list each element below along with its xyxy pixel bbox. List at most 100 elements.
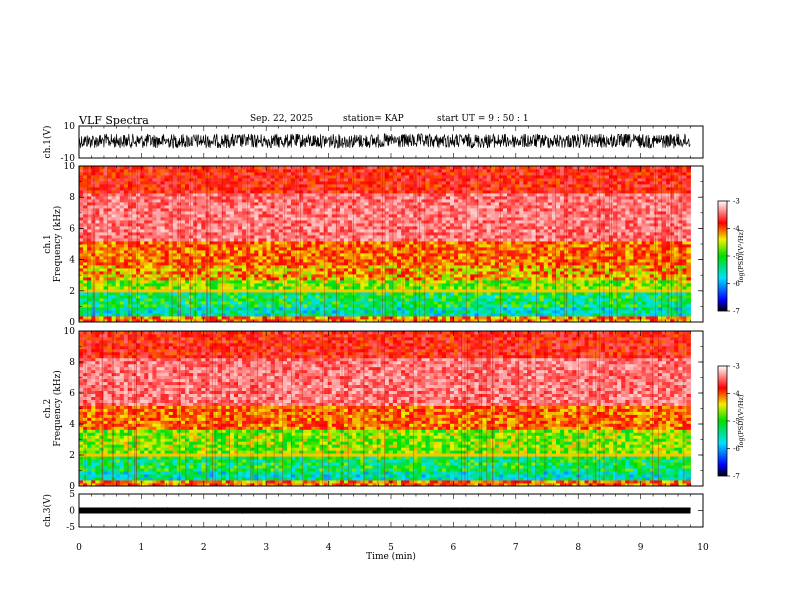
- spectrogram-cell: [649, 283, 655, 287]
- spectrogram-cell: [197, 244, 202, 248]
- spectrogram-cell: [502, 310, 508, 314]
- spectrogram-cell: [396, 310, 402, 314]
- spectrogram-cell: [454, 280, 459, 284]
- spectrogram-cell: [87, 310, 92, 314]
- spectrogram-cell: [290, 313, 296, 317]
- spectrogram-cell: [511, 244, 516, 248]
- spectrogram-cell: [168, 316, 174, 320]
- spectrogram-cell: [405, 259, 410, 263]
- spectrogram-cell: [286, 253, 292, 257]
- spectrogram-cell: [629, 253, 634, 257]
- spectrogram-cell: [490, 235, 496, 239]
- spectrogram-cell: [588, 259, 594, 263]
- spectrogram-cell: [613, 256, 618, 260]
- spectrogram-cell: [278, 307, 284, 311]
- spectrogram-cell: [286, 277, 292, 281]
- spectrogram-cell: [539, 277, 545, 281]
- spectrogram-cell: [588, 280, 594, 284]
- spectrogram-cell: [315, 256, 320, 260]
- spectrogram-cell: [348, 268, 353, 272]
- spectrogram-cell: [111, 238, 117, 242]
- spectrogram-cell: [421, 292, 426, 296]
- spectrogram-cell: [274, 259, 280, 263]
- spectrogram-cell: [568, 295, 573, 299]
- spectrogram-cell: [543, 295, 549, 299]
- spectrogram-cell: [299, 262, 304, 266]
- spectrogram-cell: [352, 226, 357, 230]
- spectrogram-cell: [140, 295, 145, 299]
- spectrogram-cell: [258, 271, 263, 275]
- spectrogram-cell: [633, 241, 638, 245]
- spectrogram-cell: [555, 289, 561, 293]
- spectrogram-cell: [160, 277, 166, 281]
- spectrogram-cell: [172, 247, 178, 251]
- spectrogram-cell: [372, 292, 378, 296]
- spectrogram-cell: [486, 292, 492, 296]
- spectrogram-cell: [454, 316, 459, 320]
- spectrogram-cell: [409, 310, 414, 314]
- spectrogram-cell: [290, 319, 296, 323]
- spectrogram-cell: [580, 238, 585, 242]
- spectrogram-cell: [600, 283, 606, 287]
- spectrogram-cell: [225, 280, 231, 284]
- spectrogram-cell: [201, 226, 206, 230]
- spectrogram-cell: [445, 271, 451, 275]
- spectrogram-cell: [233, 292, 239, 296]
- spectrogram-cell: [87, 256, 92, 260]
- spectrogram-cell: [478, 286, 484, 290]
- spectrogram-cell: [429, 313, 435, 317]
- spectrogram-cell: [356, 238, 361, 242]
- spectrogram-cell: [311, 226, 316, 230]
- spectrogram-cell: [160, 292, 166, 296]
- spectrogram-cell: [95, 292, 100, 296]
- spectrogram-cell: [543, 229, 549, 233]
- spectrogram-cell: [401, 250, 406, 254]
- spectrogram-cell: [621, 229, 626, 233]
- spectrogram-cell: [266, 244, 272, 248]
- spectrogram-cell: [258, 256, 263, 260]
- spectrogram-cell: [136, 313, 141, 317]
- spectrogram-cell: [168, 289, 174, 293]
- spectrogram-cell: [498, 268, 504, 272]
- spectrogram-cell: [99, 238, 104, 242]
- spectrogram-cell: [79, 298, 84, 302]
- spectrogram-cell: [555, 241, 561, 245]
- spectrogram-cell: [323, 292, 329, 296]
- spectrogram-cell: [515, 274, 520, 278]
- spectrogram-cell: [156, 316, 161, 320]
- spectrogram-cell: [127, 289, 133, 293]
- spectrogram-cell: [502, 307, 508, 311]
- spectrogram-cell: [225, 259, 231, 263]
- spectrogram-cell: [490, 262, 496, 266]
- spectrogram-cell: [527, 307, 532, 311]
- spectrogram-cell: [119, 304, 125, 308]
- spectrogram-cell: [494, 268, 500, 272]
- spectrogram-cell: [127, 238, 133, 242]
- spectrogram-cell: [339, 292, 345, 296]
- spectrogram-cell: [396, 256, 402, 260]
- spectrogram-cell: [189, 280, 194, 284]
- spectrogram-cell: [396, 280, 402, 284]
- spectrogram-cell: [515, 226, 520, 230]
- spectrogram-cell: [584, 286, 589, 290]
- spectrogram-cell: [189, 292, 194, 296]
- spectrogram-cell: [144, 304, 149, 308]
- spectrogram-cell: [299, 283, 304, 287]
- spectrogram-cell: [527, 247, 532, 251]
- spectrogram-cell: [360, 292, 365, 296]
- spectrogram-cell: [560, 277, 565, 281]
- spectrogram-cell: [466, 304, 471, 308]
- spectrogram-cell: [661, 271, 667, 275]
- spectrogram-cell: [645, 259, 651, 263]
- spectrogram-cell: [168, 226, 174, 230]
- spectrogram-cell: [356, 250, 361, 254]
- spectrogram-cell: [274, 313, 280, 317]
- spectrogram-cell: [299, 271, 304, 275]
- spectrogram-cell: [409, 313, 414, 317]
- spectrogram-cell: [119, 301, 125, 305]
- spectrogram-cell: [303, 244, 308, 248]
- spectrogram-cell: [429, 223, 435, 227]
- spectrogram-cell: [127, 274, 133, 278]
- spectrogram-cell: [311, 229, 316, 233]
- spectrogram-cell: [621, 298, 626, 302]
